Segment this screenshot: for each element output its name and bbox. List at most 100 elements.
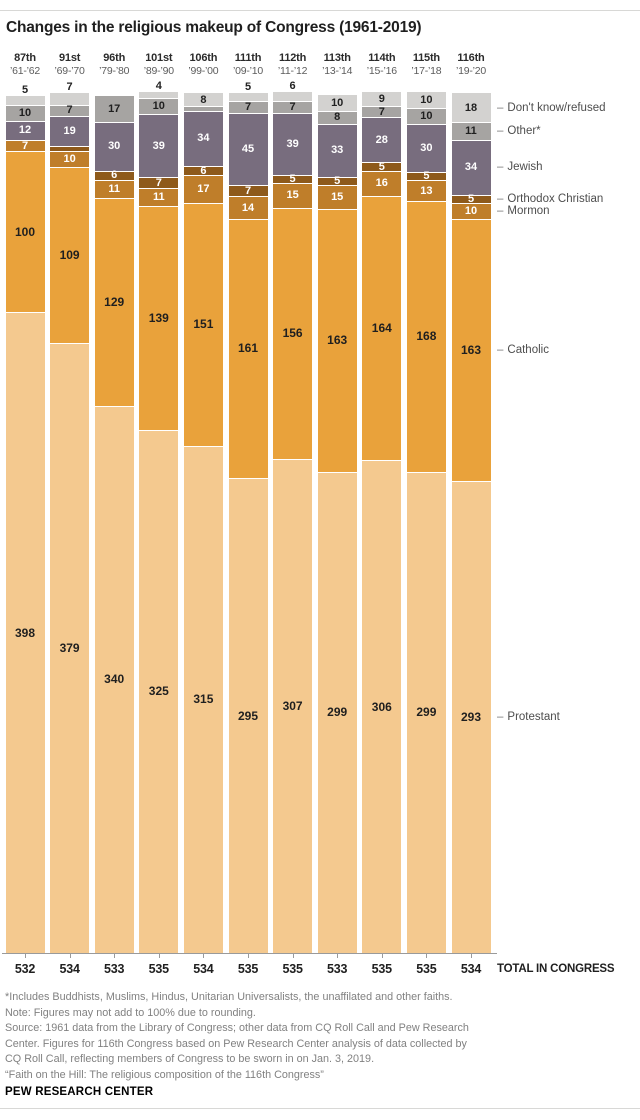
segment-catholic [317, 209, 357, 472]
segment-mormon [406, 180, 446, 202]
segment-catholic [139, 205, 179, 430]
column-header-years: ’11-’12 [277, 65, 308, 77]
segment-catholic [273, 207, 313, 459]
footnote-source-3: CQ Roll Call, reflecting members of Cong… [5, 1053, 375, 1065]
footnote-report-title: “Faith on the Hill: The religious compos… [5, 1068, 324, 1081]
axis-tick [114, 954, 116, 958]
segment-mormon [50, 151, 90, 168]
column-header-years: ’09-’10 [232, 65, 264, 77]
legend-label-protestant: Protestant [507, 711, 560, 724]
segment-catholic [50, 167, 90, 343]
column-header-congress: 106th [189, 52, 218, 64]
axis-tick [25, 954, 26, 958]
column-header-years: ’89-’90 [143, 65, 174, 77]
segment-other [183, 106, 223, 111]
bar-112th: 7 39 5 15 156 307 [273, 91, 313, 953]
total-value-113th: 533 [327, 962, 348, 976]
bar-116th: 18 11 34 5 10 163 293 [451, 93, 491, 953]
column-header-congress: 91st [58, 52, 81, 64]
segment-catholic [406, 201, 446, 472]
pew-research-center-label: PEW RESEARCH CENTER [5, 1086, 154, 1098]
segment-mormon [228, 196, 268, 219]
total-value-96th: 533 [104, 962, 125, 976]
top-divider [0, 10, 640, 11]
axis-tick [337, 954, 339, 958]
segment-dont_know [362, 91, 402, 107]
total-value-112th: 535 [282, 962, 303, 976]
bar-111th: 7 45 7 14 161 295 [228, 93, 268, 953]
segment-mormon [139, 188, 179, 206]
segment-other [406, 107, 446, 124]
column-header-87th: 87th ’61-’62 [3, 52, 47, 78]
column-header-years: ’15-’16 [366, 65, 397, 77]
value-label-dont_know: 5 [244, 81, 252, 94]
column-header-congress: 112th [279, 52, 307, 64]
column-header-years: ’61-’62 [9, 65, 41, 77]
segment-jewish [451, 139, 491, 195]
segment-other [94, 94, 134, 123]
segment-orthodox [94, 170, 134, 181]
segment-dont_know [317, 94, 357, 111]
segment-protestant [94, 405, 134, 953]
legend-dash: – [497, 192, 504, 205]
segment-protestant [50, 342, 90, 953]
segment-dont_know [183, 93, 223, 107]
segment-other [317, 110, 357, 124]
legend-dash: – [497, 125, 504, 138]
column-header-113th: 113th ’13-’14 [315, 52, 359, 78]
bar-87th: 10 12 7 100 398 [5, 96, 45, 953]
segment-other [139, 98, 179, 115]
legend-label-catholic: Catholic [507, 344, 549, 357]
axis-tick [203, 954, 205, 958]
column-header-101st: 101st ’89-’90 [137, 52, 181, 78]
total-value-91st: 534 [59, 962, 80, 976]
segment-mormon [273, 183, 313, 208]
legend-dash: – [497, 711, 504, 724]
legend-dash: – [497, 344, 504, 357]
segment-other [228, 101, 268, 113]
column-header-congress: 115th [412, 52, 440, 64]
axis-tick [158, 954, 160, 958]
column-header-congress: 111th [234, 52, 262, 64]
segment-jewish [273, 112, 313, 176]
column-header-116th: 116th ’19-’20 [449, 52, 493, 78]
column-header-111th: 111th ’09-’10 [226, 52, 270, 78]
total-value-111th: 535 [237, 962, 259, 976]
segment-dont_know [5, 96, 45, 105]
segment-mormon [94, 180, 134, 198]
column-header-years: ’17-’18 [411, 65, 442, 77]
segment-protestant [273, 458, 313, 953]
segment-orthodox [228, 185, 268, 197]
segment-mormon [362, 170, 402, 197]
segment-catholic [362, 196, 402, 461]
segment-catholic [228, 218, 268, 479]
segment-jewish [362, 117, 402, 163]
chart-title: Changes in the religious makeup of Congr… [6, 19, 422, 36]
total-value-116th: 534 [460, 962, 482, 976]
x-axis-line [2, 953, 497, 954]
value-label-dont_know: 5 [21, 84, 29, 97]
segment-dont_know [228, 93, 268, 102]
segment-jewish [50, 115, 90, 147]
segment-orthodox [139, 176, 179, 189]
column-header-112th: 112th ’11-’12 [271, 52, 315, 78]
segment-jewish [183, 110, 223, 166]
column-header-congress: 96th [103, 52, 126, 64]
segment-catholic [5, 151, 45, 313]
segment-jewish [406, 123, 446, 173]
axis-tick [248, 954, 249, 958]
legend-label-dont_know: Don't know/refused [507, 101, 606, 114]
segment-orthodox [362, 162, 402, 171]
segment-orthodox [273, 175, 313, 184]
total-value-115th: 535 [416, 962, 437, 976]
segment-dont_know [273, 91, 313, 102]
bar-115th: 10 10 30 5 13 168 299 [406, 91, 446, 953]
column-header-96th: 96th ’79-’80 [92, 52, 136, 78]
footnote-other: *Includes Buddhists, Muslims, Hindus, Un… [5, 991, 453, 1003]
segment-orthodox [317, 176, 357, 186]
segment-mormon [183, 175, 223, 203]
bar-106th: 8 34 6 17 151 315 [183, 93, 223, 953]
column-header-114th: 114th ’15-’16 [360, 52, 404, 78]
total-value-101st: 535 [148, 962, 169, 976]
